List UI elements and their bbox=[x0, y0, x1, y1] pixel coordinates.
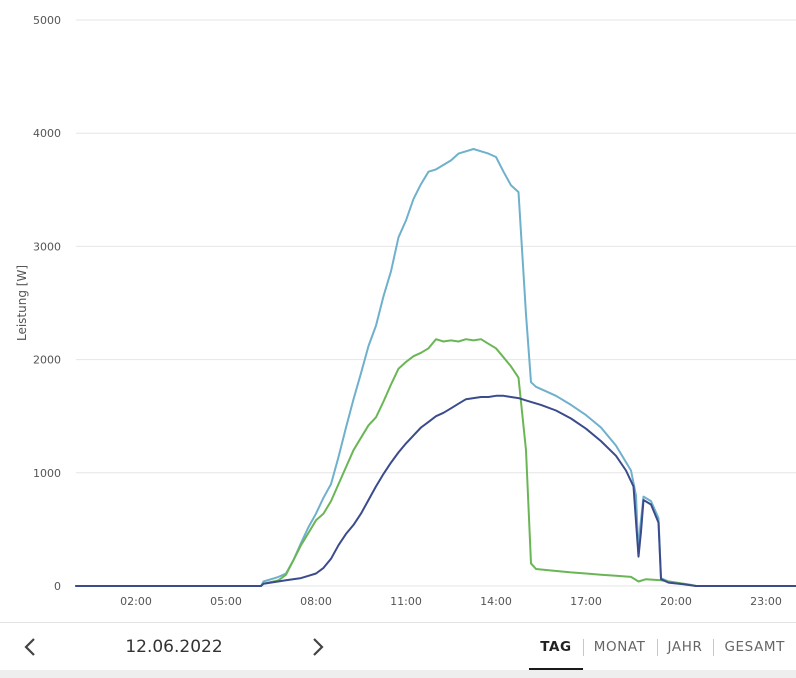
x-tick-label: 23:00 bbox=[750, 595, 782, 608]
tab-tag[interactable]: TAG bbox=[529, 623, 583, 671]
x-tick-label: 08:00 bbox=[300, 595, 332, 608]
series-line-1 bbox=[75, 148, 796, 587]
next-day-button[interactable] bbox=[304, 633, 332, 661]
x-tick-label: 20:00 bbox=[660, 595, 692, 608]
power-chart: 0 1000 2000 3000 4000 5000 02:00 05:00 08:00 11:… bbox=[15, 14, 796, 608]
x-axis-ticks: 02:00 05:00 08:00 11:00 14:00 17:00 20:00 23:00 bbox=[120, 595, 782, 608]
y-tick-label: 2000 bbox=[33, 354, 61, 367]
previous-day-button[interactable] bbox=[16, 633, 44, 661]
y-tick-label: 3000 bbox=[33, 240, 61, 253]
tab-monat[interactable]: MONAT bbox=[582, 623, 657, 671]
x-tick-label: 05:00 bbox=[210, 595, 242, 608]
series-line-2 bbox=[75, 338, 796, 587]
series-lines bbox=[75, 148, 796, 587]
y-tick-label: 0 bbox=[54, 580, 61, 593]
date-navigation-bar: 12.06.2022 TAG MONAT JAHR GESAMT bbox=[0, 622, 796, 671]
chevron-left-icon bbox=[24, 638, 35, 656]
series-line-3 bbox=[75, 394, 796, 587]
y-axis-ticks: 0 1000 2000 3000 4000 5000 bbox=[33, 14, 61, 593]
x-tick-label: 11:00 bbox=[390, 595, 422, 608]
tab-jahr[interactable]: JAHR bbox=[656, 623, 714, 671]
grid-lines bbox=[76, 19, 796, 587]
x-tick-label: 17:00 bbox=[570, 595, 602, 608]
x-tick-label: 02:00 bbox=[120, 595, 152, 608]
x-tick-label: 14:00 bbox=[480, 595, 512, 608]
y-axis-title: Leistung [W] bbox=[15, 265, 29, 341]
y-tick-label: 4000 bbox=[33, 127, 61, 140]
chevron-right-icon bbox=[313, 638, 324, 656]
period-tabs: TAG MONAT JAHR GESAMT bbox=[529, 623, 796, 671]
footer-strip bbox=[0, 670, 796, 678]
tab-gesamt[interactable]: GESAMT bbox=[713, 623, 796, 671]
current-date[interactable]: 12.06.2022 bbox=[125, 637, 223, 657]
y-tick-label: 1000 bbox=[33, 467, 61, 480]
y-tick-label: 5000 bbox=[33, 14, 61, 27]
